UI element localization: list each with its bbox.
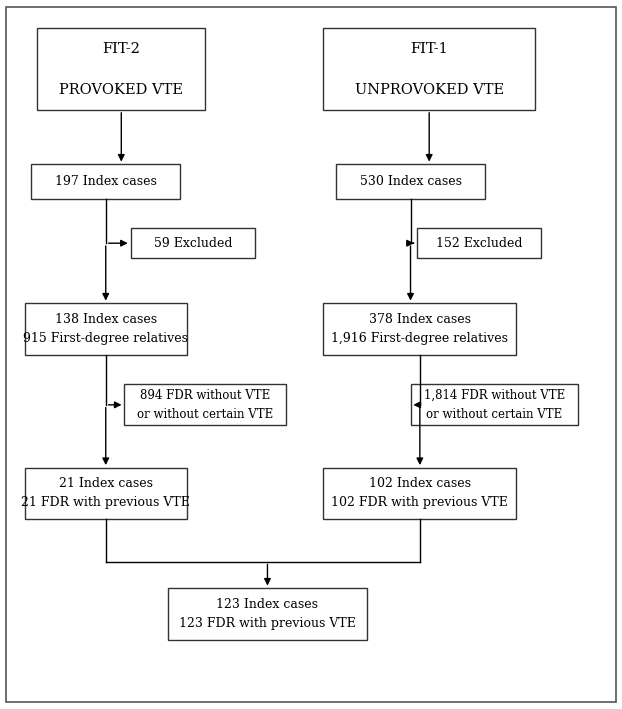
Text: 197 Index cases: 197 Index cases (55, 175, 157, 188)
Text: 530 Index cases: 530 Index cases (360, 175, 462, 188)
Text: 138 Index cases
915 First-degree relatives: 138 Index cases 915 First-degree relativ… (23, 313, 188, 345)
FancyBboxPatch shape (323, 28, 535, 110)
Text: 123 Index cases
123 FDR with previous VTE: 123 Index cases 123 FDR with previous VT… (179, 598, 356, 630)
Text: FIT-2

PROVOKED VTE: FIT-2 PROVOKED VTE (59, 42, 183, 96)
FancyBboxPatch shape (31, 164, 180, 199)
FancyBboxPatch shape (124, 384, 286, 425)
Text: 21 Index cases
21 FDR with previous VTE: 21 Index cases 21 FDR with previous VTE (21, 477, 190, 510)
FancyBboxPatch shape (131, 228, 255, 258)
Text: 894 FDR without VTE
or without certain VTE: 894 FDR without VTE or without certain V… (137, 389, 274, 421)
FancyBboxPatch shape (417, 228, 541, 258)
Text: 59 Excluded: 59 Excluded (154, 237, 232, 250)
Text: 152 Excluded: 152 Excluded (435, 237, 522, 250)
FancyBboxPatch shape (37, 28, 205, 110)
FancyBboxPatch shape (336, 164, 485, 199)
FancyBboxPatch shape (25, 303, 187, 354)
FancyBboxPatch shape (168, 588, 367, 640)
Text: FIT-1

UNPROVOKED VTE: FIT-1 UNPROVOKED VTE (355, 42, 504, 96)
Text: 102 Index cases
102 FDR with previous VTE: 102 Index cases 102 FDR with previous VT… (332, 477, 508, 510)
FancyBboxPatch shape (323, 468, 516, 519)
FancyBboxPatch shape (323, 303, 516, 354)
FancyBboxPatch shape (25, 468, 187, 519)
Text: 1,814 FDR without VTE
or without certain VTE: 1,814 FDR without VTE or without certain… (424, 389, 565, 421)
Text: 378 Index cases
1,916 First-degree relatives: 378 Index cases 1,916 First-degree relat… (332, 313, 508, 345)
FancyBboxPatch shape (411, 384, 578, 425)
